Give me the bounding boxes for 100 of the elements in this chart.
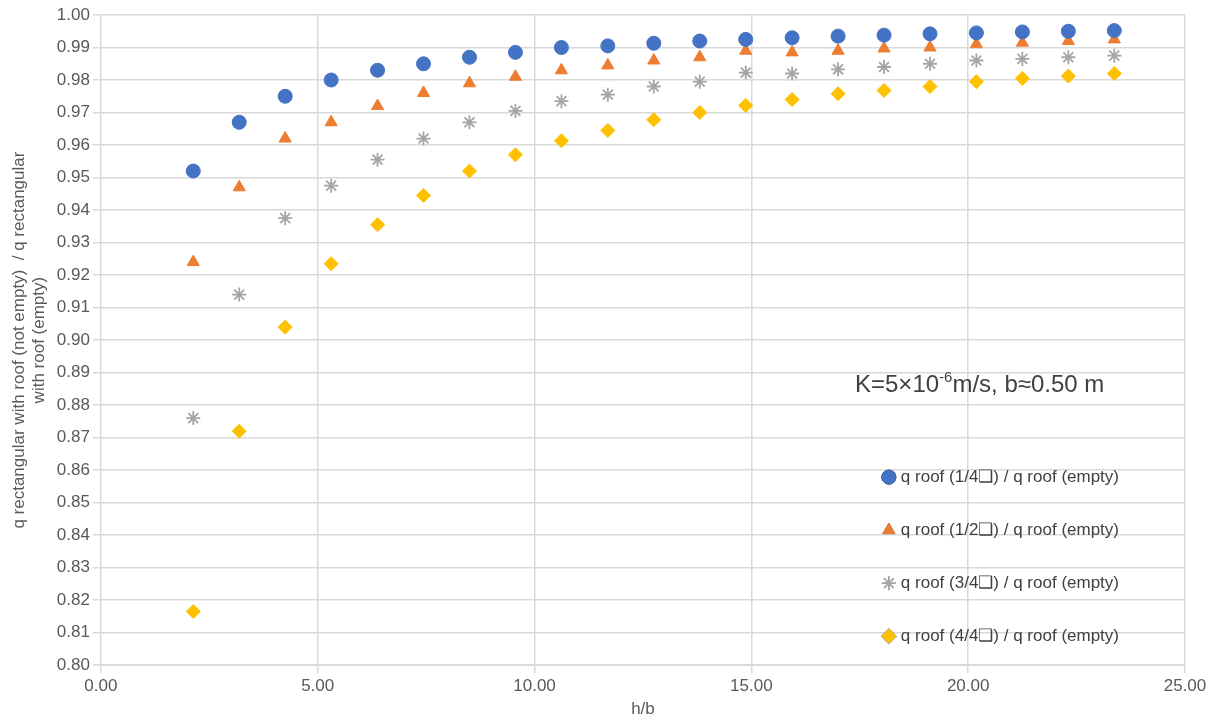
y-tick-label: 0.88 (56, 394, 90, 414)
y-tick-label: 0.84 (56, 524, 90, 544)
legend-label: q roof (1/4❑) / q roof (empty) (900, 466, 1120, 486)
point (1060, 23, 1076, 39)
y-tick-label: 0.82 (56, 589, 90, 609)
point (691, 73, 708, 90)
point (1106, 66, 1122, 82)
y-tick-label: 0.87 (56, 427, 90, 447)
point (830, 61, 846, 78)
x-tick-label: 15.00 (730, 676, 773, 696)
point (737, 64, 754, 81)
point (876, 82, 892, 98)
point (462, 75, 477, 88)
point (553, 133, 569, 149)
point (968, 74, 984, 90)
point (922, 79, 938, 95)
y-tick-label: 0.92 (56, 264, 90, 284)
point (784, 65, 801, 82)
point (647, 53, 661, 65)
point (507, 147, 523, 163)
point (370, 62, 386, 78)
point (416, 187, 432, 203)
point (507, 103, 524, 119)
y-tick-label: 0.80 (56, 654, 90, 674)
point (877, 40, 891, 53)
point (553, 93, 570, 110)
legend-label: q roof (1/2❑) / q roof (empty) (900, 519, 1120, 539)
point (232, 179, 246, 192)
y-tick-label: 1.00 (56, 4, 90, 24)
point (922, 55, 938, 72)
x-tick-label: 10.00 (513, 676, 556, 696)
point (461, 163, 477, 179)
point (416, 85, 431, 98)
point (277, 210, 294, 227)
point (1060, 49, 1077, 66)
point (968, 52, 985, 69)
point (370, 217, 386, 233)
point (507, 44, 523, 60)
point (231, 423, 247, 439)
point (323, 256, 339, 272)
y-axis-title: q rectangular with roof (not empty) / q rectangular with roof (empty) (8, 151, 49, 529)
point (323, 72, 339, 88)
point (278, 131, 292, 143)
point (1060, 68, 1076, 84)
point (830, 86, 846, 102)
point (922, 26, 938, 42)
point (185, 163, 201, 179)
point (1014, 24, 1030, 40)
point (1106, 23, 1122, 39)
point (600, 38, 616, 54)
point (646, 35, 662, 51)
point (277, 319, 293, 335)
point (1014, 50, 1031, 67)
point (693, 49, 707, 62)
point (738, 31, 754, 47)
y-tick-label: 0.90 (56, 329, 90, 349)
point (600, 122, 616, 138)
point (185, 604, 201, 620)
x-axis-title: h/b (631, 699, 655, 719)
point (646, 112, 662, 128)
point (645, 78, 662, 95)
y-tick-label: 0.96 (56, 134, 90, 154)
point (1014, 70, 1030, 86)
point (876, 59, 892, 75)
x-tick-label: 20.00 (946, 676, 990, 696)
point (416, 56, 432, 72)
point (461, 49, 477, 65)
y-tick-label: 0.99 (56, 37, 90, 57)
y-tick-label: 0.93 (56, 232, 90, 252)
point (277, 88, 293, 104)
point (784, 30, 800, 46)
x-tick-label: 0.00 (84, 676, 118, 696)
point (692, 33, 708, 49)
point (553, 40, 569, 56)
point (186, 254, 200, 267)
y-tick-label: 0.81 (56, 622, 90, 642)
y-tick-label: 0.98 (56, 69, 90, 89)
point (876, 27, 892, 43)
point (1106, 47, 1123, 64)
point (369, 151, 386, 168)
point (601, 57, 615, 70)
point (968, 25, 984, 41)
point (692, 105, 708, 121)
y-tick-label: 0.83 (56, 557, 90, 577)
point (231, 286, 248, 303)
point (231, 114, 247, 130)
point (415, 130, 432, 147)
point (554, 62, 568, 75)
point (323, 177, 340, 194)
y-tick-label: 0.85 (56, 492, 90, 512)
y-tick-label: 0.89 (56, 362, 90, 382)
y-tick-label: 0.95 (56, 167, 90, 187)
point (324, 114, 338, 127)
x-tick-label: 25.00 (1163, 676, 1207, 696)
y-tick-label: 0.91 (56, 297, 90, 317)
point (370, 98, 385, 111)
point (508, 69, 523, 81)
y-tick-label: 0.94 (56, 199, 90, 219)
y-tick-label: 0.86 (56, 459, 90, 479)
legend-label: q roof (3/4❑) / q roof (empty) (900, 572, 1120, 592)
